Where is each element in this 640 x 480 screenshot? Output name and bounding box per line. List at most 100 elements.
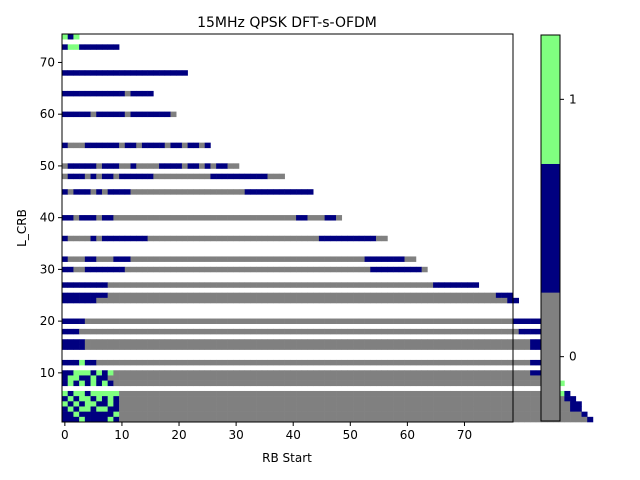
heatmap-cell [330, 411, 337, 418]
heatmap-cell [415, 344, 422, 350]
heatmap-cell [564, 416, 571, 423]
heatmap-cell [216, 344, 223, 350]
heatmap-cell [347, 266, 354, 273]
heatmap-cell [336, 235, 343, 242]
heatmap-cell [358, 401, 365, 407]
heatmap-cell [176, 416, 183, 423]
heatmap-cell [141, 292, 148, 299]
heatmap-cell [370, 266, 377, 273]
heatmap-cell [90, 359, 97, 366]
heatmap-cell [101, 163, 108, 169]
heatmap-cell [398, 370, 405, 376]
heatmap-cell [221, 401, 228, 407]
heatmap-cell [113, 173, 120, 180]
heatmap-cell [495, 390, 502, 397]
heatmap-cell [96, 292, 103, 299]
heatmap-cell [62, 111, 69, 118]
heatmap-cell [210, 359, 217, 366]
heatmap-cell [484, 339, 491, 345]
heatmap-cell [62, 406, 69, 412]
heatmap-cell [170, 297, 177, 304]
heatmap-cell [79, 44, 86, 50]
heatmap-cell [438, 344, 445, 350]
heatmap-cell [387, 390, 394, 397]
heatmap-cell [330, 396, 337, 402]
heatmap-cell [415, 380, 422, 387]
heatmap-cell [518, 318, 525, 324]
heatmap-cell [290, 396, 297, 402]
heatmap-cell [227, 266, 234, 273]
heatmap-cell [73, 318, 80, 324]
heatmap-cell [227, 370, 234, 376]
heatmap-cell [187, 370, 194, 376]
heatmap-cell [278, 359, 285, 366]
heatmap-cell [296, 380, 303, 387]
heatmap-cell [495, 375, 502, 381]
heatmap-cell [84, 256, 91, 262]
heatmap-cell [261, 292, 268, 299]
heatmap-cell [147, 111, 154, 118]
heatmap-cell [153, 142, 160, 149]
heatmap-cell [301, 292, 308, 299]
heatmap-cell [353, 370, 360, 376]
heatmap-cell [261, 401, 268, 407]
heatmap-cell [433, 359, 440, 366]
heatmap-cell [181, 142, 188, 149]
heatmap-cell [164, 339, 171, 345]
heatmap-cell [62, 370, 69, 376]
heatmap-cell [238, 370, 245, 376]
heatmap-cell [381, 344, 388, 350]
heatmap-cell [250, 189, 257, 195]
heatmap-cell [79, 282, 86, 288]
heatmap-cell [210, 163, 217, 169]
heatmap-cell [256, 344, 263, 350]
heatmap-cell [210, 375, 217, 381]
heatmap-cell [507, 396, 514, 402]
heatmap-cell [490, 390, 497, 397]
heatmap-cell [410, 380, 417, 387]
heatmap-cell [370, 282, 377, 288]
heatmap-cell [101, 406, 108, 412]
heatmap-cell [336, 370, 343, 376]
heatmap-cell [176, 282, 183, 288]
heatmap-cell [461, 375, 468, 381]
heatmap-cell [244, 370, 251, 376]
heatmap-cell [273, 344, 280, 350]
heatmap-cell [478, 380, 485, 387]
heatmap-cell [153, 344, 160, 350]
heatmap-cell [170, 416, 177, 423]
heatmap-cell [427, 282, 434, 288]
heatmap-cell [330, 390, 337, 397]
heatmap-cell [375, 375, 382, 381]
heatmap-cell [518, 380, 525, 387]
heatmap-cell [136, 339, 143, 345]
heatmap-cell [267, 375, 274, 381]
heatmap-cell [238, 359, 245, 366]
heatmap-cell [107, 189, 114, 195]
heatmap-cell [176, 297, 183, 304]
heatmap-cell [130, 266, 137, 273]
heatmap-cell [296, 318, 303, 324]
heatmap-cell [410, 292, 417, 299]
heatmap-cell [564, 396, 571, 402]
heatmap-cell [141, 406, 148, 412]
heatmap-cell [67, 215, 74, 221]
heatmap-cell [199, 406, 206, 412]
heatmap-cell [227, 235, 234, 242]
heatmap-cell [136, 318, 143, 324]
heatmap-cell [187, 401, 194, 407]
heatmap-cell [67, 416, 74, 423]
heatmap-cell [90, 328, 97, 335]
heatmap-cell [90, 256, 97, 262]
heatmap-cell [284, 416, 291, 423]
heatmap-cell [199, 215, 206, 221]
heatmap-cell [147, 411, 154, 418]
heatmap-cell [370, 396, 377, 402]
heatmap-cell [130, 339, 137, 345]
heatmap-cell [73, 282, 80, 288]
heatmap-cell [113, 375, 120, 381]
heatmap-cell [238, 401, 245, 407]
heatmap-cell [164, 297, 171, 304]
heatmap-cell [119, 375, 126, 381]
heatmap-cell [347, 370, 354, 376]
